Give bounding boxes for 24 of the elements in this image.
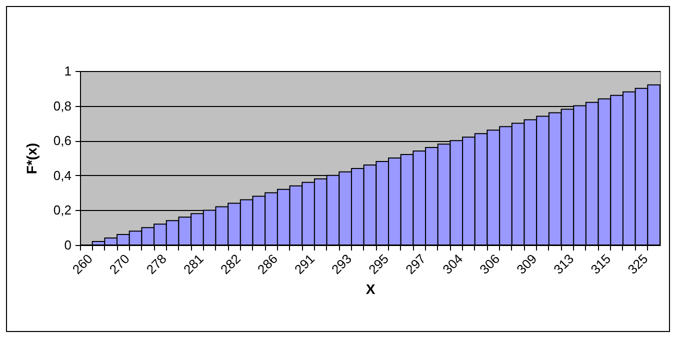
x-tick-label: 286: [254, 251, 280, 278]
x-tick-label: 315: [588, 251, 614, 278]
x-tick-label: 306: [476, 251, 503, 278]
x-tick-label: 295: [366, 251, 392, 278]
x-tick-label: 282: [217, 251, 244, 278]
x-tick-label: 291: [292, 251, 318, 278]
x-tick-label: 325: [624, 251, 651, 278]
y-axis-title: F*(x): [23, 142, 40, 174]
y-tick-label: 0,4: [53, 168, 72, 183]
x-tick-label: 293: [328, 251, 355, 278]
x-tick-label: 304: [440, 251, 466, 278]
x-tick-label: 270: [106, 251, 132, 278]
x-tick-label: 260: [69, 251, 96, 278]
y-tick-label: 1: [64, 64, 72, 78]
x-tick-label: 313: [550, 251, 577, 278]
x-tick-label: 281: [180, 251, 206, 278]
y-tick-label: 0,8: [53, 98, 72, 114]
x-tick-label: 278: [143, 251, 170, 278]
y-tick-label: 0: [64, 238, 72, 252]
x-tick-label: 297: [402, 251, 429, 278]
y-tick-label: 0,2: [53, 202, 72, 218]
x-tick-label: 309: [514, 251, 540, 278]
y-tick-label: 0,6: [53, 133, 72, 148]
x-axis-title: X: [366, 281, 376, 298]
